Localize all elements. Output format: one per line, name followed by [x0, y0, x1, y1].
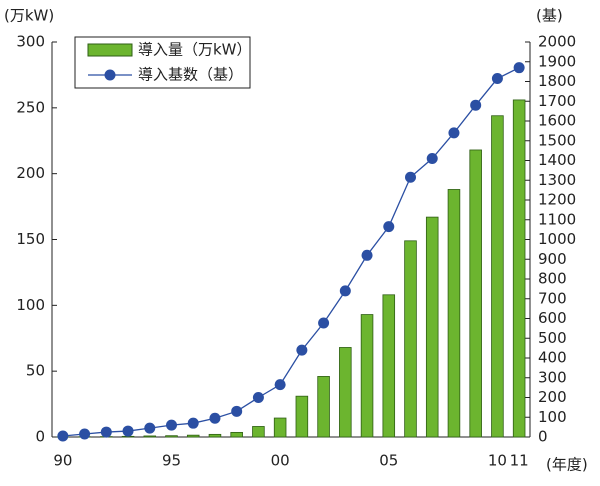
y2-tick-label: 600: [538, 309, 567, 327]
y-tick-label: 100: [16, 296, 45, 314]
marker: [57, 431, 68, 442]
y2-tick-label: 1100: [538, 210, 576, 228]
bar: [144, 436, 156, 437]
marker: [79, 429, 90, 440]
y2-tick-label: 400: [538, 349, 567, 367]
y-tick-label: 150: [16, 230, 45, 248]
y2-tick-label: 100: [538, 408, 567, 426]
marker: [123, 426, 134, 437]
marker: [383, 221, 394, 232]
y2-tick-label: 1200: [538, 191, 576, 209]
x-tick-label: 05: [379, 452, 398, 470]
bar: [274, 418, 286, 437]
y-tick-label: 0: [35, 428, 45, 446]
marker: [405, 172, 416, 183]
y2-tick-label: 1400: [538, 151, 576, 169]
marker: [470, 100, 481, 111]
bar: [361, 315, 373, 437]
marker: [188, 418, 199, 429]
y2-tick-label: 300: [538, 368, 567, 386]
y-tick-label: 300: [16, 33, 45, 51]
y2-tick-label: 900: [538, 250, 567, 268]
y-axis-label: (万kW): [4, 7, 54, 25]
y2-tick-label: 700: [538, 289, 567, 307]
y2-tick-label: 1900: [538, 52, 576, 70]
y2-tick-label: 1000: [538, 230, 576, 248]
marker: [144, 423, 155, 434]
marker: [340, 285, 351, 296]
marker: [492, 73, 503, 84]
x-tick-label: 95: [162, 452, 181, 470]
y2-tick-label: 1500: [538, 131, 576, 149]
bar: [253, 426, 265, 437]
x-tick-label: 11: [510, 452, 529, 470]
bar: [492, 116, 504, 437]
x-tick-label: 00: [271, 452, 290, 470]
y2-tick-label: 2000: [538, 33, 576, 51]
legend-label: 導入基数（基）: [138, 66, 243, 84]
y2-tick-label: 0: [538, 428, 548, 446]
marker: [166, 420, 177, 431]
legend-label: 導入量（万kW）: [138, 41, 252, 59]
y-tick-label: 250: [16, 98, 45, 116]
legend-swatch: [105, 70, 116, 81]
marker: [275, 379, 286, 390]
marker: [231, 406, 242, 417]
y-tick-label: 200: [16, 164, 45, 182]
marker: [318, 318, 329, 329]
y2-tick-label: 200: [538, 388, 567, 406]
bar: [231, 432, 243, 437]
y2-tick-label: 1700: [538, 92, 576, 110]
x-tick-label: 10: [488, 452, 507, 470]
marker: [514, 62, 525, 73]
marker: [362, 250, 373, 261]
x-axis-label: (年度): [546, 456, 588, 474]
bar: [339, 347, 351, 437]
marker: [253, 392, 264, 403]
bar: [187, 435, 199, 437]
marker: [296, 345, 307, 356]
y2-tick-label: 800: [538, 270, 567, 288]
y-tick-label: 50: [26, 362, 45, 380]
y2-axis-label: (基): [536, 7, 563, 25]
legend-swatch: [88, 44, 132, 56]
bar: [383, 295, 395, 437]
bar: [513, 100, 525, 437]
marker: [101, 427, 112, 438]
y2-tick-label: 1600: [538, 112, 576, 130]
marker: [209, 413, 220, 424]
bar: [166, 436, 178, 437]
bar: [209, 434, 221, 437]
bar: [405, 241, 417, 437]
y2-tick-label: 1800: [538, 72, 576, 90]
bar: [318, 376, 330, 437]
bar: [426, 217, 438, 437]
x-tick-label: 90: [53, 452, 72, 470]
bar: [296, 396, 308, 437]
marker: [448, 127, 459, 138]
marker: [427, 153, 438, 164]
y2-tick-label: 500: [538, 329, 567, 347]
y2-tick-label: 1300: [538, 171, 576, 189]
bar: [448, 189, 460, 437]
bar: [470, 150, 482, 437]
